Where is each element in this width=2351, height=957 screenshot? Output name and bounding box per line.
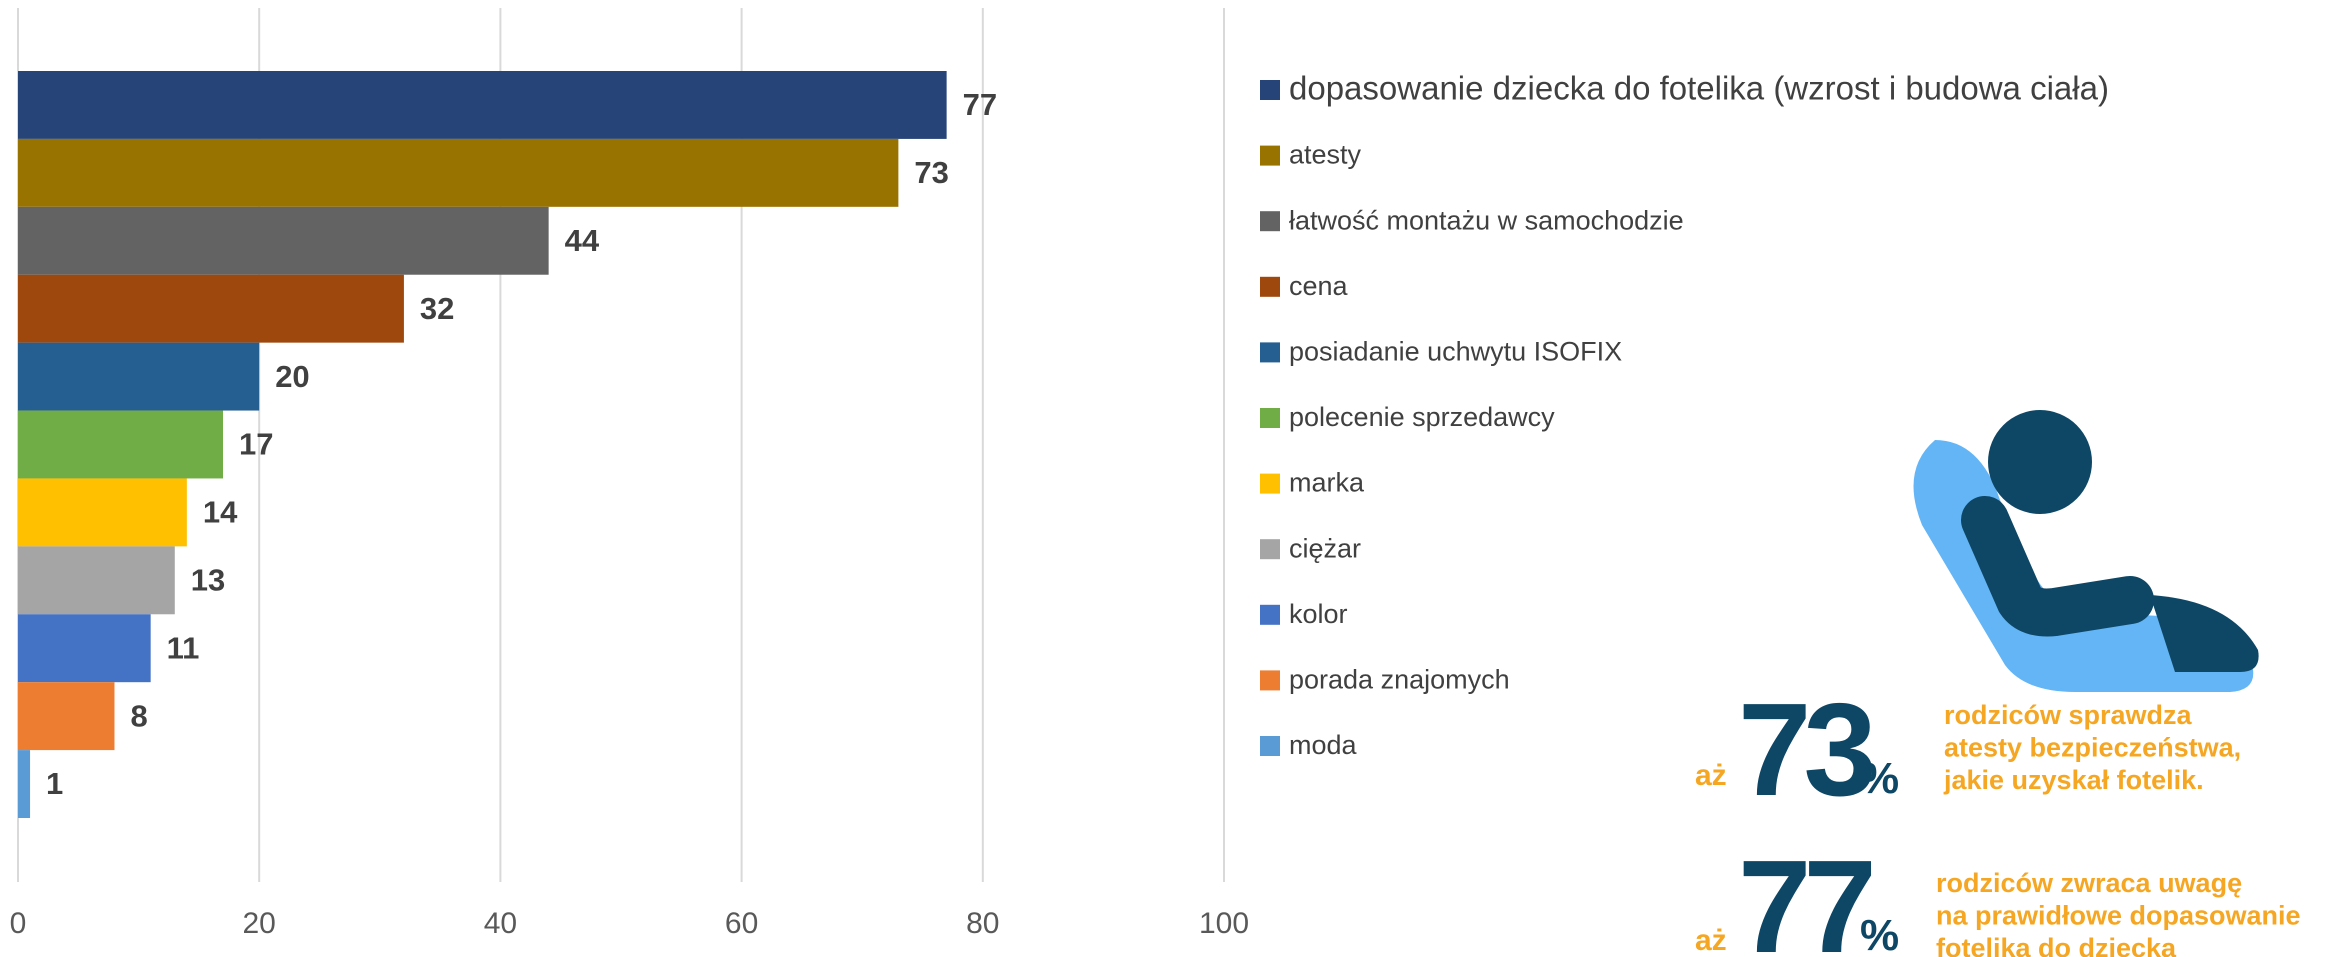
legend-label: polecenie sprzedawcy bbox=[1289, 402, 1555, 432]
x-tick-label: 80 bbox=[966, 907, 999, 940]
annotation-prefix: aż bbox=[1695, 924, 1727, 957]
legend-swatch bbox=[1260, 604, 1280, 625]
data-label: 20 bbox=[275, 359, 309, 394]
bar bbox=[18, 546, 175, 615]
bar bbox=[18, 274, 404, 343]
legend-label: łatwość montażu w samochodzie bbox=[1289, 205, 1684, 235]
legend-label: cena bbox=[1289, 271, 1349, 301]
x-tick-label: 40 bbox=[484, 907, 517, 940]
data-label: 1 bbox=[46, 766, 63, 801]
legend-label: marka bbox=[1289, 468, 1365, 498]
data-label: 8 bbox=[130, 698, 147, 733]
x-tick-label: 0 bbox=[10, 907, 27, 940]
data-label: 11 bbox=[167, 630, 200, 665]
bar bbox=[18, 410, 224, 479]
legend-label: kolor bbox=[1289, 599, 1348, 629]
data-label: 44 bbox=[565, 223, 600, 258]
legend-swatch bbox=[1260, 211, 1280, 232]
bar bbox=[18, 614, 151, 683]
legend-swatch bbox=[1260, 670, 1280, 691]
data-label: 32 bbox=[420, 291, 454, 326]
legend-label: atesty bbox=[1289, 140, 1362, 170]
legend-swatch bbox=[1260, 276, 1280, 297]
legend-swatch bbox=[1260, 473, 1280, 494]
data-label: 77 bbox=[963, 87, 997, 122]
bar bbox=[18, 206, 549, 275]
annotation-text: atesty bezpieczeństwa, bbox=[1944, 733, 2241, 763]
bar bbox=[18, 750, 31, 818]
annotation-text: rodziców sprawdza bbox=[1944, 700, 2193, 730]
legend-label: moda bbox=[1289, 730, 1358, 760]
data-label: 13 bbox=[191, 563, 225, 598]
legend-swatch bbox=[1260, 342, 1280, 363]
annotation-unit: % bbox=[1860, 911, 1899, 957]
legend-label: posiadanie uchwytu ISOFIX bbox=[1289, 337, 1622, 367]
annotation-prefix: aż bbox=[1695, 759, 1727, 792]
annotation-text: rodziców zwraca uwagę bbox=[1936, 868, 2242, 898]
data-label: 17 bbox=[239, 427, 273, 462]
legend-label: porada znajomych bbox=[1289, 665, 1510, 695]
annotation-number: 73 bbox=[1738, 676, 1872, 823]
x-tick-label: 20 bbox=[243, 907, 276, 940]
legend-swatch bbox=[1260, 408, 1280, 428]
legend-swatch bbox=[1260, 80, 1280, 100]
bar bbox=[18, 682, 115, 751]
legend-swatch bbox=[1260, 736, 1280, 756]
x-tick-label: 60 bbox=[725, 907, 758, 940]
legend-swatch bbox=[1260, 145, 1280, 166]
annotation-text: jakie uzyskał fotelik. bbox=[1943, 765, 2204, 795]
bar bbox=[18, 342, 260, 411]
annotation-text: na prawidłowe dopasowanie bbox=[1936, 901, 2301, 931]
data-label: 73 bbox=[914, 155, 948, 190]
data-label: 14 bbox=[203, 495, 238, 530]
legend-label: dopasowanie dziecka do fotelika (wzrost … bbox=[1289, 70, 2109, 107]
bar bbox=[18, 478, 187, 547]
legend-swatch bbox=[1260, 539, 1280, 560]
x-tick-label: 100 bbox=[1199, 907, 1249, 940]
annotation-unit: % bbox=[1860, 754, 1899, 803]
seat-icon bbox=[1913, 410, 2259, 692]
annotation-text: fotelika do dziecka bbox=[1936, 933, 2177, 957]
bar bbox=[18, 138, 899, 207]
bar bbox=[18, 71, 947, 139]
legend-label: ciężar bbox=[1289, 533, 1361, 563]
annotation-number: 77 bbox=[1738, 833, 1871, 957]
